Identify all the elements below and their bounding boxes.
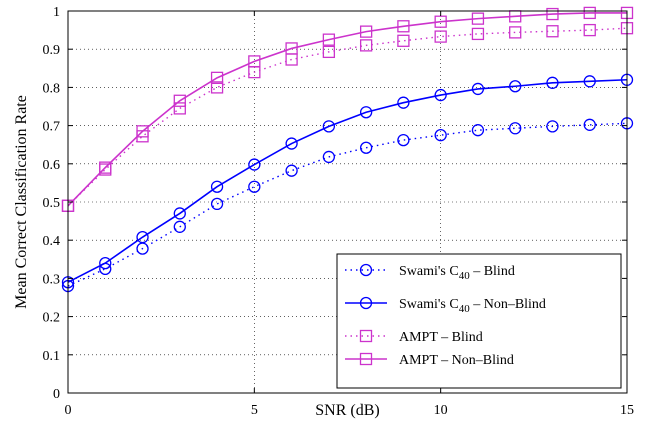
series-layer — [61, 6, 634, 293]
data-point — [210, 197, 224, 211]
data-point — [322, 150, 336, 164]
series-3 — [61, 6, 634, 212]
data-point — [285, 137, 298, 150]
data-point — [546, 25, 559, 38]
y-tick-label: 0.9 — [43, 43, 61, 58]
data-point — [583, 23, 596, 37]
x-tick-label: 5 — [251, 403, 258, 418]
data-point — [322, 45, 336, 59]
data-point — [248, 158, 261, 171]
y-tick-label: 0.6 — [43, 158, 61, 173]
series-0 — [61, 117, 634, 293]
data-point — [136, 230, 149, 244]
data-point — [471, 12, 485, 25]
legend-marker — [359, 352, 373, 366]
data-point — [434, 15, 447, 28]
legend-label: AMPT – Non–Blind — [399, 353, 514, 368]
legend-label: AMPT – Blind — [399, 330, 483, 345]
data-point — [210, 81, 224, 94]
data-point — [509, 26, 522, 39]
data-point — [546, 7, 559, 21]
data-point — [397, 20, 410, 33]
data-point — [248, 180, 261, 193]
axis-ticks: 0 5 10 15 0 0.1 0.2 0.3 0.4 0.5 0.6 0.7 0.8 0.9 1 — [43, 5, 635, 418]
data-point — [471, 82, 485, 96]
data-point — [99, 256, 112, 270]
data-point — [359, 25, 373, 38]
data-point — [583, 118, 596, 131]
data-point — [248, 55, 261, 68]
y-tick-label: 0.5 — [43, 196, 61, 211]
y-tick-label: 0.8 — [43, 81, 61, 96]
data-point — [173, 220, 186, 233]
data-point — [583, 6, 596, 20]
data-point — [173, 94, 186, 107]
legend-label: Swami's C40 – Blind — [399, 264, 515, 282]
data-point — [285, 42, 298, 55]
data-point — [509, 122, 522, 135]
legend-marker — [359, 296, 373, 310]
y-tick-label: 0 — [53, 387, 60, 402]
x-axis-label: SNR (dB) — [315, 402, 379, 419]
y-tick-label: 0.1 — [43, 349, 61, 364]
data-point — [471, 124, 485, 137]
data-point — [434, 30, 447, 43]
data-point — [99, 161, 112, 174]
legend-label: Swami's C40 – Non–Blind — [399, 297, 546, 315]
data-point — [359, 106, 373, 119]
series-line — [67, 27, 628, 207]
data-point — [285, 164, 298, 177]
y-tick-label: 1 — [53, 5, 60, 20]
data-point — [322, 33, 336, 46]
series-line — [67, 78, 628, 283]
data-point — [210, 71, 224, 84]
data-point — [359, 141, 373, 154]
x-tick-label: 15 — [620, 403, 634, 418]
legend: Swami's C40 – Blind Swami's C40 – Non–Bli… — [336, 253, 622, 389]
x-tick-label: 10 — [434, 403, 448, 418]
y-tick-label: 0.3 — [43, 272, 61, 287]
data-point — [173, 207, 186, 220]
data-point — [359, 39, 373, 52]
y-tick-label: 0.4 — [43, 234, 61, 249]
data-point — [397, 96, 410, 109]
data-point — [509, 80, 522, 93]
data-point — [546, 120, 559, 133]
x-tick-label: 0 — [65, 403, 72, 418]
y-tick-label: 0.2 — [43, 311, 61, 326]
data-point — [322, 120, 336, 133]
series-line — [67, 122, 628, 287]
data-point — [471, 27, 485, 41]
legend-marker — [359, 329, 373, 343]
data-point — [434, 128, 447, 142]
data-point — [136, 125, 149, 138]
legend-marker — [359, 263, 373, 277]
data-point — [546, 76, 559, 89]
y-axis-label: Mean Correct Classification Rate — [13, 95, 30, 309]
data-point — [210, 180, 224, 193]
series-2 — [61, 22, 634, 212]
data-point — [397, 34, 410, 47]
data-point — [434, 88, 447, 102]
data-point — [173, 102, 186, 115]
data-point — [583, 75, 596, 88]
y-tick-label: 0.7 — [43, 120, 61, 135]
data-point — [397, 133, 410, 147]
series-line — [67, 12, 627, 207]
series-1 — [61, 73, 634, 289]
legend-box — [336, 253, 622, 389]
